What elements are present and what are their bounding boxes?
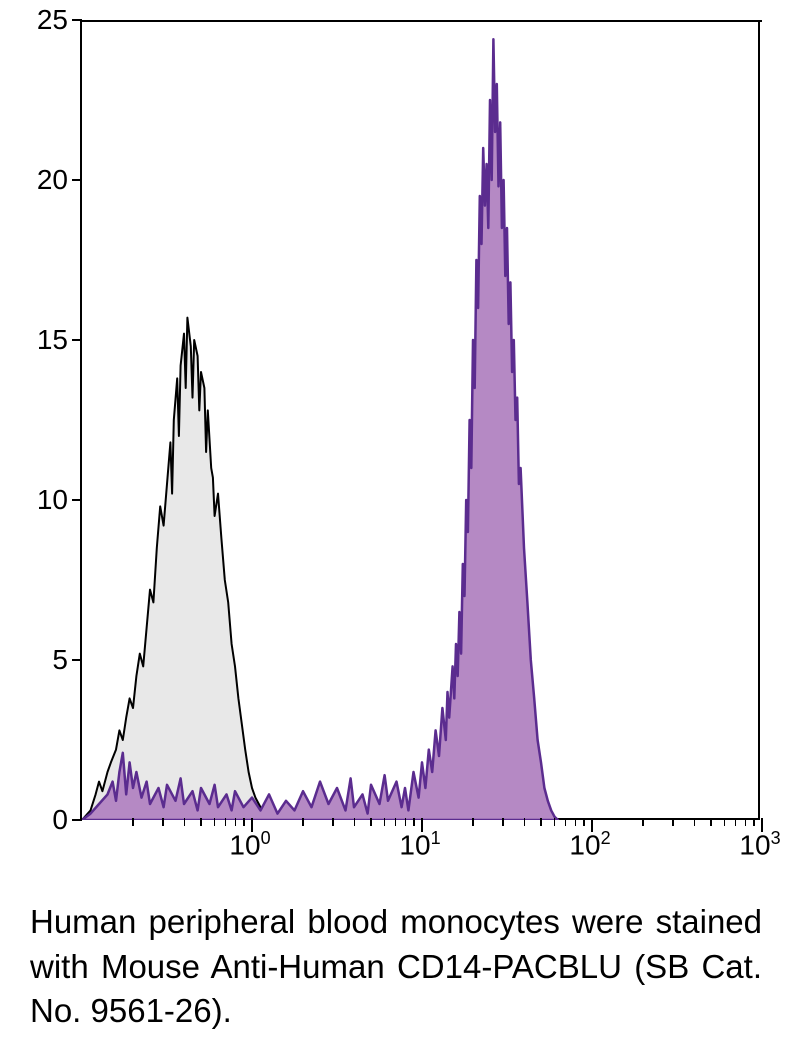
y-axis-label: 25 [37,4,68,36]
x-tick-minor [384,818,386,826]
x-tick-minor [540,818,542,826]
x-tick-minor [502,818,504,826]
x-tick-minor [724,818,726,826]
x-tick-minor [184,818,186,826]
x-tick-minor [753,818,755,826]
x-tick-minor [405,818,407,826]
y-axis-label: 10 [37,484,68,516]
flow-cytometry-histogram: 0510152025 100101102103 [80,20,760,850]
x-tick-minor [332,818,334,826]
x-tick-minor [575,818,577,826]
y-axis-label: 15 [37,324,68,356]
x-tick-minor [413,818,415,826]
x-tick-minor [243,818,245,826]
x-tick-minor [225,818,227,826]
x-tick-minor [694,818,696,826]
x-axis-label: 100 [229,828,270,861]
y-tick [72,819,82,821]
y-tick [72,659,82,661]
y-tick [72,339,82,341]
x-tick-minor [235,818,237,826]
x-tick-minor [642,818,644,826]
x-tick-minor [745,818,747,826]
y-tick [72,19,82,21]
x-tick-minor [472,818,474,826]
x-axis-label: 101 [399,828,440,861]
histogram-series-control [82,318,272,820]
y-axis-label: 0 [52,804,68,836]
x-tick-minor [735,818,737,826]
x-tick-minor [354,818,356,826]
figure-caption: Human peripheral blood monocytes were st… [30,900,762,1034]
x-tick-minor [214,818,216,826]
x-axis-label: 103 [739,828,780,861]
x-tick-minor [583,818,585,826]
x-tick-minor [710,818,712,826]
x-tick-minor [302,818,304,826]
x-tick-minor [395,818,397,826]
y-axis-label: 5 [52,644,68,676]
y-tick [72,179,82,181]
x-tick-minor [524,818,526,826]
x-tick-minor [565,818,567,826]
y-tick [72,499,82,501]
x-tick-minor [672,818,674,826]
x-axis-label: 102 [569,828,610,861]
x-tick-minor [554,818,556,826]
y-axis-label: 20 [37,164,68,196]
x-tick-minor [200,818,202,826]
x-tick-minor [370,818,372,826]
histogram-svg [82,20,762,820]
plot-area [80,20,760,820]
x-tick-minor [132,818,134,826]
x-tick-minor [162,818,164,826]
